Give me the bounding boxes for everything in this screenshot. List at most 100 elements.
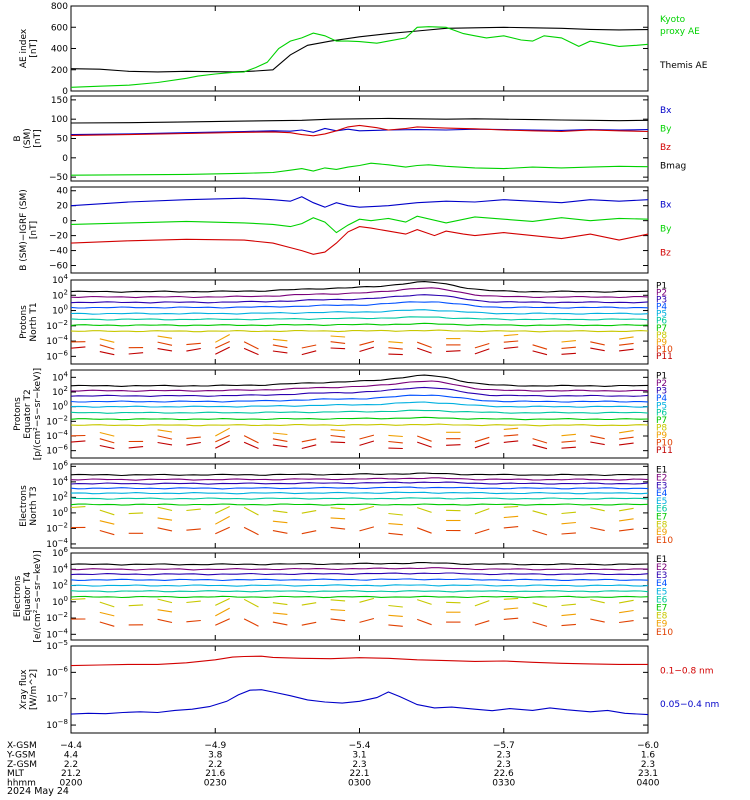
channel-segment-e8 (301, 510, 317, 514)
legend-entry: Bz (660, 143, 671, 153)
ephemeris-value: −4.4 (60, 741, 82, 751)
channel-segment-p11 (157, 348, 173, 352)
channel-segment-e8 (503, 505, 519, 508)
channel-segment-p10 (99, 344, 115, 350)
ephemeris-row-label: Z-GSM (7, 760, 37, 770)
legend-entry: P4 (656, 303, 667, 313)
channel-segment-e8 (99, 509, 115, 516)
channel-segment-e10 (561, 532, 576, 535)
channel-segment-p11 (590, 441, 605, 446)
channel-line-p8 (70, 423, 649, 427)
channel-segment-e10 (272, 621, 288, 626)
channel-segment-e10 (619, 620, 634, 624)
channel-line-e5 (70, 584, 649, 587)
channel-segment-e8 (561, 603, 576, 607)
channel-segment-p9 (330, 335, 346, 338)
channel-segment-p9 (272, 432, 288, 436)
channel-segment-p11 (128, 446, 144, 449)
y-tick-label: 100 (52, 400, 68, 413)
y-tick-label: 100 (52, 595, 68, 608)
channel-segment-p10 (301, 344, 317, 349)
panel-frame-p1 (70, 5, 649, 92)
channel-segment-p11 (272, 444, 288, 448)
legend-entry: Bx (660, 201, 672, 211)
y-axis-label: Xray flux (19, 669, 29, 710)
legend-entry: Kyoto (660, 15, 686, 25)
channel-segment-e8 (474, 600, 490, 607)
legend-entry: E4 (656, 489, 668, 499)
channel-segment-e8 (417, 507, 432, 513)
ephemeris-row-label: hhmm (7, 779, 36, 789)
legend-entry: E5 (656, 587, 667, 597)
channel-segment-p10 (474, 436, 490, 443)
channel-segment-e8 (619, 599, 634, 604)
y-tick-label: 200 (51, 66, 68, 76)
legend-entry: 0.1−0.8 nm (660, 666, 714, 676)
channel-line-e4 (70, 578, 649, 582)
channel-segment-p11 (619, 348, 634, 352)
y-tick-label: 50 (57, 135, 69, 145)
channel-segment-e10 (388, 624, 403, 627)
series-line-bx (70, 196, 649, 208)
channel-segment-p11 (532, 444, 548, 450)
channel-segment-e8 (186, 508, 201, 512)
channel-segment-p9 (561, 433, 576, 437)
channel-segment-e10 (503, 526, 519, 529)
ephemeris-value: −5.7 (493, 741, 515, 751)
channel-segment-e8 (417, 599, 432, 605)
legend-entry: Bmag (660, 161, 686, 171)
channel-segment-p11 (417, 441, 432, 448)
channel-segment-p11 (99, 444, 115, 450)
channel-segment-p11 (446, 444, 461, 446)
channel-segment-p9 (99, 431, 115, 437)
channel-line-e6 (70, 497, 649, 500)
y-tick-label: 102 (52, 288, 68, 301)
legend-entry: P1 (656, 281, 667, 291)
channel-segment-e8 (330, 507, 346, 510)
channel-line-p7 (70, 416, 649, 421)
channel-segment-p10 (330, 434, 346, 438)
channel-line-p1 (70, 281, 649, 293)
ephemeris-value: −6.0 (637, 741, 659, 751)
channel-line-p6 (70, 316, 649, 321)
legend-entry: E5 (656, 497, 667, 507)
ephemeris-value: 0330 (492, 779, 515, 789)
legend-entry: E8 (656, 520, 668, 530)
channel-segment-e10 (215, 618, 230, 626)
legend-entry: P5 (656, 310, 667, 320)
channel-segment-e10 (503, 617, 519, 620)
ephemeris-value: 2.3 (497, 750, 511, 760)
legend-entry: E2 (656, 563, 667, 573)
channel-segment-e8 (359, 597, 375, 603)
legend-entry: P11 (656, 446, 673, 456)
channel-segment-p9 (388, 341, 403, 344)
channel-segment-e8 (215, 506, 230, 514)
legend-entry: P8 (656, 424, 667, 434)
y-tick-label: 20 (57, 202, 69, 212)
channel-segment-p10 (417, 435, 432, 442)
ephemeris-value: 1.6 (641, 750, 656, 760)
legend-entry: By (660, 124, 672, 134)
y-axis-label: North T1 (29, 302, 39, 341)
channel-segment-e8 (157, 506, 173, 512)
panel-frame-p6 (70, 463, 649, 549)
channel-segment-e10 (561, 623, 576, 627)
channel-segment-p10 (590, 435, 605, 440)
legend-entry: E7 (656, 603, 667, 613)
channel-segment-e10 (301, 530, 317, 535)
channel-segment-e9 (388, 614, 403, 617)
channel-segment-p10 (388, 347, 403, 350)
legend-entry: proxy AE (660, 27, 700, 37)
channel-segment-p9 (503, 427, 519, 430)
y-tick-label: 104 (52, 370, 68, 383)
ephemeris-value: 4.4 (64, 750, 79, 760)
legend-entry: E8 (656, 612, 668, 622)
ephemeris-row-label: MLT (7, 769, 25, 779)
channel-segment-p11 (474, 442, 490, 449)
ephemeris-value: 0230 (204, 779, 227, 789)
legend-entry: P10 (656, 439, 673, 449)
channel-segment-e8 (330, 599, 346, 602)
channel-segment-e8 (157, 598, 173, 604)
channel-segment-p10 (417, 341, 432, 349)
